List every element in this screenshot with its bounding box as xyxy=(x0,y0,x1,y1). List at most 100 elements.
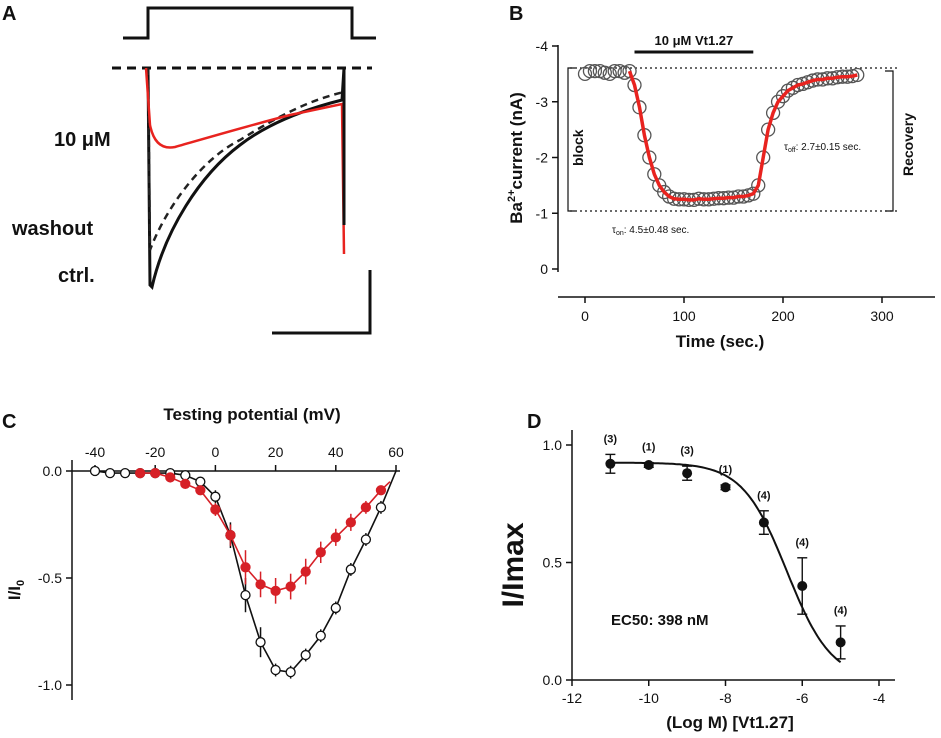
panel-b: B 0 -1 -2 -3 -4 0 100 200 300 Time (sec.) Ba2+c… xyxy=(506,3,935,351)
d-x-tick-label: -12 xyxy=(562,690,582,706)
c-series xyxy=(89,465,397,679)
panel-label-c: C xyxy=(2,411,16,433)
c-data-point xyxy=(240,562,251,573)
b-x-tick-label: 200 xyxy=(771,308,795,324)
d-x-axis-label: (Log M) [Vt1.27] xyxy=(666,713,794,732)
trace-10um xyxy=(144,67,346,255)
c-data-point xyxy=(300,649,311,661)
d-data-point xyxy=(643,459,654,470)
label-ctrl: ctrl. xyxy=(58,265,95,287)
c-x-tick-label: 20 xyxy=(268,444,284,460)
c-data-point xyxy=(119,467,131,479)
b-recovery-label: Recovery xyxy=(900,113,916,176)
c-data-point xyxy=(360,534,372,545)
d-y-tick-label: 0.5 xyxy=(543,555,563,571)
b-recovery-bracket xyxy=(885,70,894,212)
d-data-points: (3) (1) (3) (1) (4) (4) (4) xyxy=(604,433,848,660)
c-data-point xyxy=(285,581,296,592)
b-x-tick-label: 0 xyxy=(581,308,589,324)
c-series-control xyxy=(89,465,397,679)
d-data-point xyxy=(720,482,731,493)
b-x-tick-label: 300 xyxy=(870,308,894,324)
d-x-tick-label: -10 xyxy=(639,690,659,706)
c-data-point xyxy=(210,504,221,515)
d-n-label: (3) xyxy=(604,433,618,445)
c-data-point xyxy=(375,502,387,513)
c-data-point xyxy=(315,630,326,641)
c-y-tick-label: -0.5 xyxy=(38,570,62,586)
c-y-tick-label: -1.0 xyxy=(38,677,62,693)
b-y-tick-label: -4 xyxy=(536,38,549,54)
panel-d: D 0.0 0.5 1.0 -12 -10 -8 -6 -4 (Log M) [Vt1.27… xyxy=(497,411,895,732)
c-data-point xyxy=(330,602,341,614)
c-data-point xyxy=(360,502,372,513)
b-block-bracket xyxy=(567,67,575,212)
c-x-tick-label: 60 xyxy=(388,444,404,460)
b-data-point xyxy=(657,184,672,200)
d-fit-curve xyxy=(610,461,842,664)
b-data-point xyxy=(607,63,622,79)
d-n-label: (4) xyxy=(834,605,848,617)
c-x-ticks: -40 -20 0 20 40 60 xyxy=(85,444,404,471)
d-x-tick-label: -4 xyxy=(873,690,886,706)
scale-bar xyxy=(272,270,372,335)
trace-control xyxy=(146,67,346,290)
d-n-label: (4) xyxy=(757,490,771,502)
b-tau-off-annotation: τoff: 2.7±0.15 sec. xyxy=(784,142,861,154)
b-y-tick-label: -3 xyxy=(536,94,549,110)
b-drug-label: 10 μM Vt1.27 xyxy=(655,33,734,48)
c-data-point xyxy=(210,491,221,502)
d-n-label: (1) xyxy=(642,442,656,454)
d-n-label: (3) xyxy=(680,445,694,457)
b-tau-on-annotation: τon: 4.5±0.48 sec. xyxy=(612,225,689,237)
d-n-label: (4) xyxy=(796,537,810,549)
b-x-axis-label: Time (sec.) xyxy=(676,332,765,351)
panel-label-b: B xyxy=(509,3,523,25)
panel-a: A 10 μM washout ctrl. xyxy=(2,3,376,335)
c-y-ticks: 0.0 -0.5 -1.0 xyxy=(38,463,72,693)
c-data-point xyxy=(315,547,326,558)
b-x-ticks: 0 100 200 300 xyxy=(581,297,894,324)
c-x-axis-label: Testing potential (mV) xyxy=(163,405,340,424)
c-data-point xyxy=(225,530,236,541)
b-data-point xyxy=(775,89,791,104)
b-data-point xyxy=(597,65,612,80)
d-x-ticks: -12 -10 -8 -6 -4 xyxy=(562,680,886,706)
b-data-point xyxy=(746,186,761,201)
voltage-step-protocol xyxy=(123,6,376,40)
d-data-point xyxy=(835,637,846,648)
c-x-tick-label: 0 xyxy=(212,444,220,460)
c-x-tick-label: -20 xyxy=(145,444,165,460)
panel-label-d: D xyxy=(527,411,541,433)
d-data-point xyxy=(758,517,769,528)
b-y-ticks: 0 -1 -2 -3 -4 xyxy=(536,38,558,277)
d-n-label: (1) xyxy=(719,464,733,476)
b-y-tick-label: -1 xyxy=(536,205,549,221)
c-data-point xyxy=(134,467,146,479)
b-data-point xyxy=(622,63,637,79)
c-data-point xyxy=(104,467,116,479)
c-x-tick-label: -40 xyxy=(85,444,105,460)
c-y-axis-label: I/I0 xyxy=(5,580,27,600)
d-y-tick-label: 0.0 xyxy=(543,672,563,688)
d-x-tick-label: -8 xyxy=(719,690,732,706)
label-washout: washout xyxy=(11,218,93,240)
d-data-point xyxy=(682,468,693,479)
b-block-label: block xyxy=(570,129,586,166)
c-data-point xyxy=(89,465,101,477)
label-10um: 10 μM xyxy=(54,129,111,151)
b-data-point xyxy=(770,94,786,109)
d-y-ticks: 0.0 0.5 1.0 xyxy=(543,437,572,688)
c-data-point xyxy=(150,467,161,479)
c-y-tick-label: 0.0 xyxy=(43,463,63,479)
c-data-point xyxy=(195,485,206,496)
d-x-tick-label: -6 xyxy=(796,690,809,706)
c-data-point xyxy=(165,472,176,483)
d-y-axis-label: I/Imax xyxy=(497,522,530,607)
d-data-point xyxy=(605,458,616,469)
c-data-point xyxy=(345,517,357,528)
panel-label-a: A xyxy=(2,3,16,25)
c-data-point xyxy=(330,532,341,543)
c-data-point xyxy=(180,478,191,489)
